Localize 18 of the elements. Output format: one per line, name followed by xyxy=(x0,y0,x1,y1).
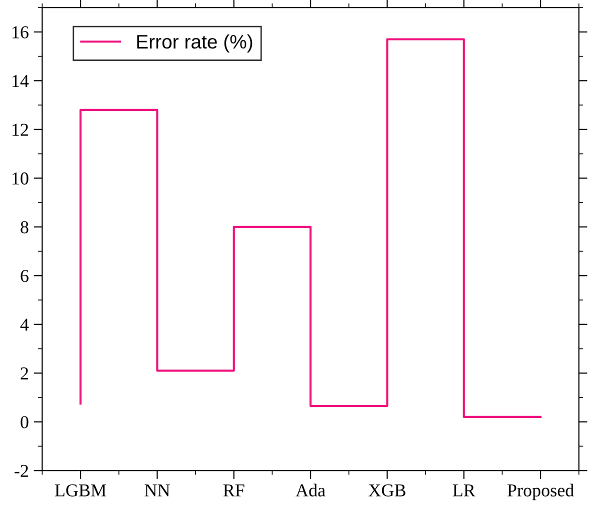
x-tick-label: RF xyxy=(223,484,244,496)
x-tick-label: LR xyxy=(452,484,476,496)
y-tick-label: 2 xyxy=(20,367,28,380)
y-tick-label: 16 xyxy=(12,26,28,38)
y-tick-label: 14 xyxy=(12,75,29,87)
y-tick-label: 4 xyxy=(20,318,29,331)
y-tick-label: 10 xyxy=(12,172,28,185)
x-tick-label: Ada xyxy=(296,484,326,496)
y-tick-label: 0 xyxy=(20,416,28,428)
y-tick-label: 12 xyxy=(12,124,28,136)
y-tick-label: -2 xyxy=(14,464,28,477)
y-tick-label: 8 xyxy=(20,221,28,234)
x-tick-label: XGB xyxy=(368,484,406,496)
y-tick-label: 6 xyxy=(20,270,28,282)
x-tick-label: LGBM xyxy=(54,484,106,496)
x-tick-label: NN xyxy=(144,484,170,496)
legend-label: Error rate (%) xyxy=(137,34,252,52)
x-tick-label: Proposed xyxy=(507,484,574,500)
